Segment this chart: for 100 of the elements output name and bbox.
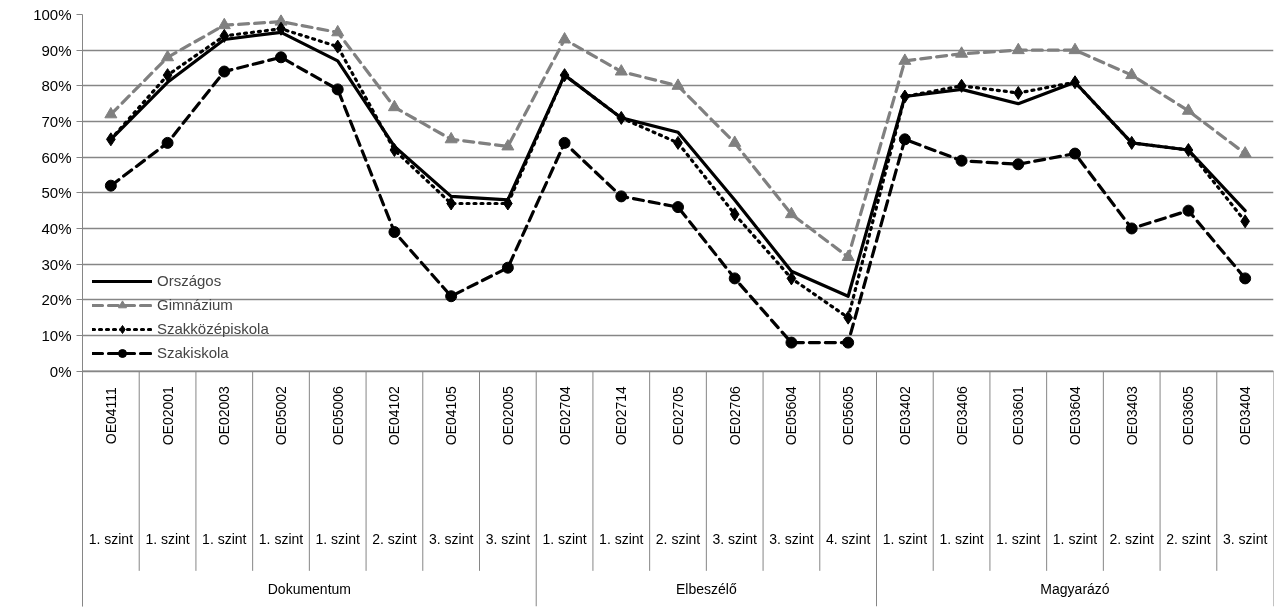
point (445, 290, 458, 303)
point (1012, 158, 1025, 171)
point (104, 179, 117, 192)
x-tick-label: OE03604 (1067, 385, 1083, 446)
point (1239, 272, 1252, 285)
point (161, 49, 175, 62)
point (1238, 146, 1252, 158)
text: Elbeszélő (676, 580, 737, 597)
point (1013, 85, 1024, 100)
point (1069, 147, 1081, 160)
point (955, 154, 968, 167)
point (616, 110, 627, 125)
y-tick-label: 50% (41, 184, 72, 202)
point (104, 106, 118, 119)
point (501, 139, 515, 151)
text: 4. szint (825, 530, 871, 547)
point (389, 143, 400, 158)
point (841, 249, 855, 261)
point (842, 336, 855, 349)
text: 3. szint (485, 530, 531, 547)
text: 1. szint (939, 530, 984, 547)
x-tick-label: OE03404 (1237, 385, 1254, 446)
text: 2. szint (1166, 530, 1211, 547)
text: 3. szint (1222, 530, 1268, 547)
text: 1. szint (996, 530, 1041, 547)
text: 2. szint (1109, 530, 1154, 547)
y-tick-label: 20% (41, 291, 72, 309)
point (728, 135, 742, 147)
x-tick-label: OE03402 (896, 385, 913, 446)
point (898, 133, 911, 146)
point (444, 131, 458, 144)
point (388, 226, 401, 239)
y-tick-label: 10% (41, 326, 72, 344)
point (162, 68, 173, 83)
point (1125, 222, 1138, 235)
y-tick-label: 80% (41, 77, 72, 95)
text: 1. szint (882, 530, 928, 547)
text: 1. szint (599, 530, 644, 547)
point (955, 46, 969, 58)
x-tick-label: OE04111 (102, 386, 119, 445)
point (1182, 204, 1195, 217)
point (729, 207, 740, 222)
text: 1. szint (315, 530, 360, 547)
point (786, 271, 797, 286)
x-tick-label: OE03605 (1180, 385, 1197, 446)
point (218, 65, 231, 78)
x-tick-label: OE03601 (1010, 385, 1027, 446)
text: 1. szint (88, 530, 134, 547)
y-tick-label: 30% (41, 255, 72, 273)
x-tick-label: OE03403 (1123, 385, 1140, 446)
point (784, 206, 798, 219)
x-tick-label: OE02001 (159, 385, 176, 446)
point (331, 83, 344, 96)
legend-label: Szakközépiskola (157, 320, 269, 338)
point (1125, 67, 1139, 80)
point (501, 261, 514, 274)
text: 3. szint (428, 530, 474, 547)
text: 1. szint (202, 530, 247, 547)
point (1183, 143, 1194, 158)
point (1181, 103, 1195, 115)
point (558, 136, 571, 149)
text: 1. szint (145, 530, 190, 547)
x-tick-label: OE04102 (386, 385, 403, 446)
x-tick-label: OE03406 (953, 385, 970, 446)
point (219, 28, 230, 43)
point (331, 24, 345, 37)
point (558, 32, 572, 44)
x-tick-label: OE05006 (329, 385, 346, 446)
x-tick-label: OE02705 (670, 385, 686, 446)
text: 3. szint (769, 530, 814, 547)
x-tick-label: OE02706 (726, 385, 743, 446)
x-tick-label: OE05002 (273, 385, 289, 446)
y-tick-label: 60% (41, 148, 72, 166)
text: 2. szint (372, 530, 417, 547)
legend-label: Szakiskola (157, 344, 229, 362)
text: 2. szint (655, 530, 701, 547)
point (672, 201, 684, 214)
x-tick-label: OE02005 (499, 385, 516, 446)
point (671, 78, 685, 90)
y-tick-label: 100% (33, 6, 72, 23)
legend-label: Országos (157, 272, 222, 290)
point (898, 53, 912, 65)
point (1068, 42, 1082, 55)
point (615, 190, 628, 203)
point (332, 39, 343, 54)
text: 1. szint (1052, 530, 1098, 547)
point (161, 136, 174, 149)
point (1011, 42, 1025, 55)
x-tick-label: OE02704 (556, 385, 573, 446)
point (956, 78, 967, 93)
text: 1. szint (258, 530, 304, 547)
point (275, 51, 287, 64)
point (387, 99, 401, 112)
y-tick-label: 90% (41, 41, 72, 59)
point (728, 272, 741, 285)
legend-label: Gimnázium (157, 296, 233, 314)
point (785, 336, 798, 349)
x-tick-label: OE02003 (216, 385, 233, 446)
y-tick-label: 0% (49, 362, 72, 380)
y-tick-label: 70% (41, 112, 72, 130)
